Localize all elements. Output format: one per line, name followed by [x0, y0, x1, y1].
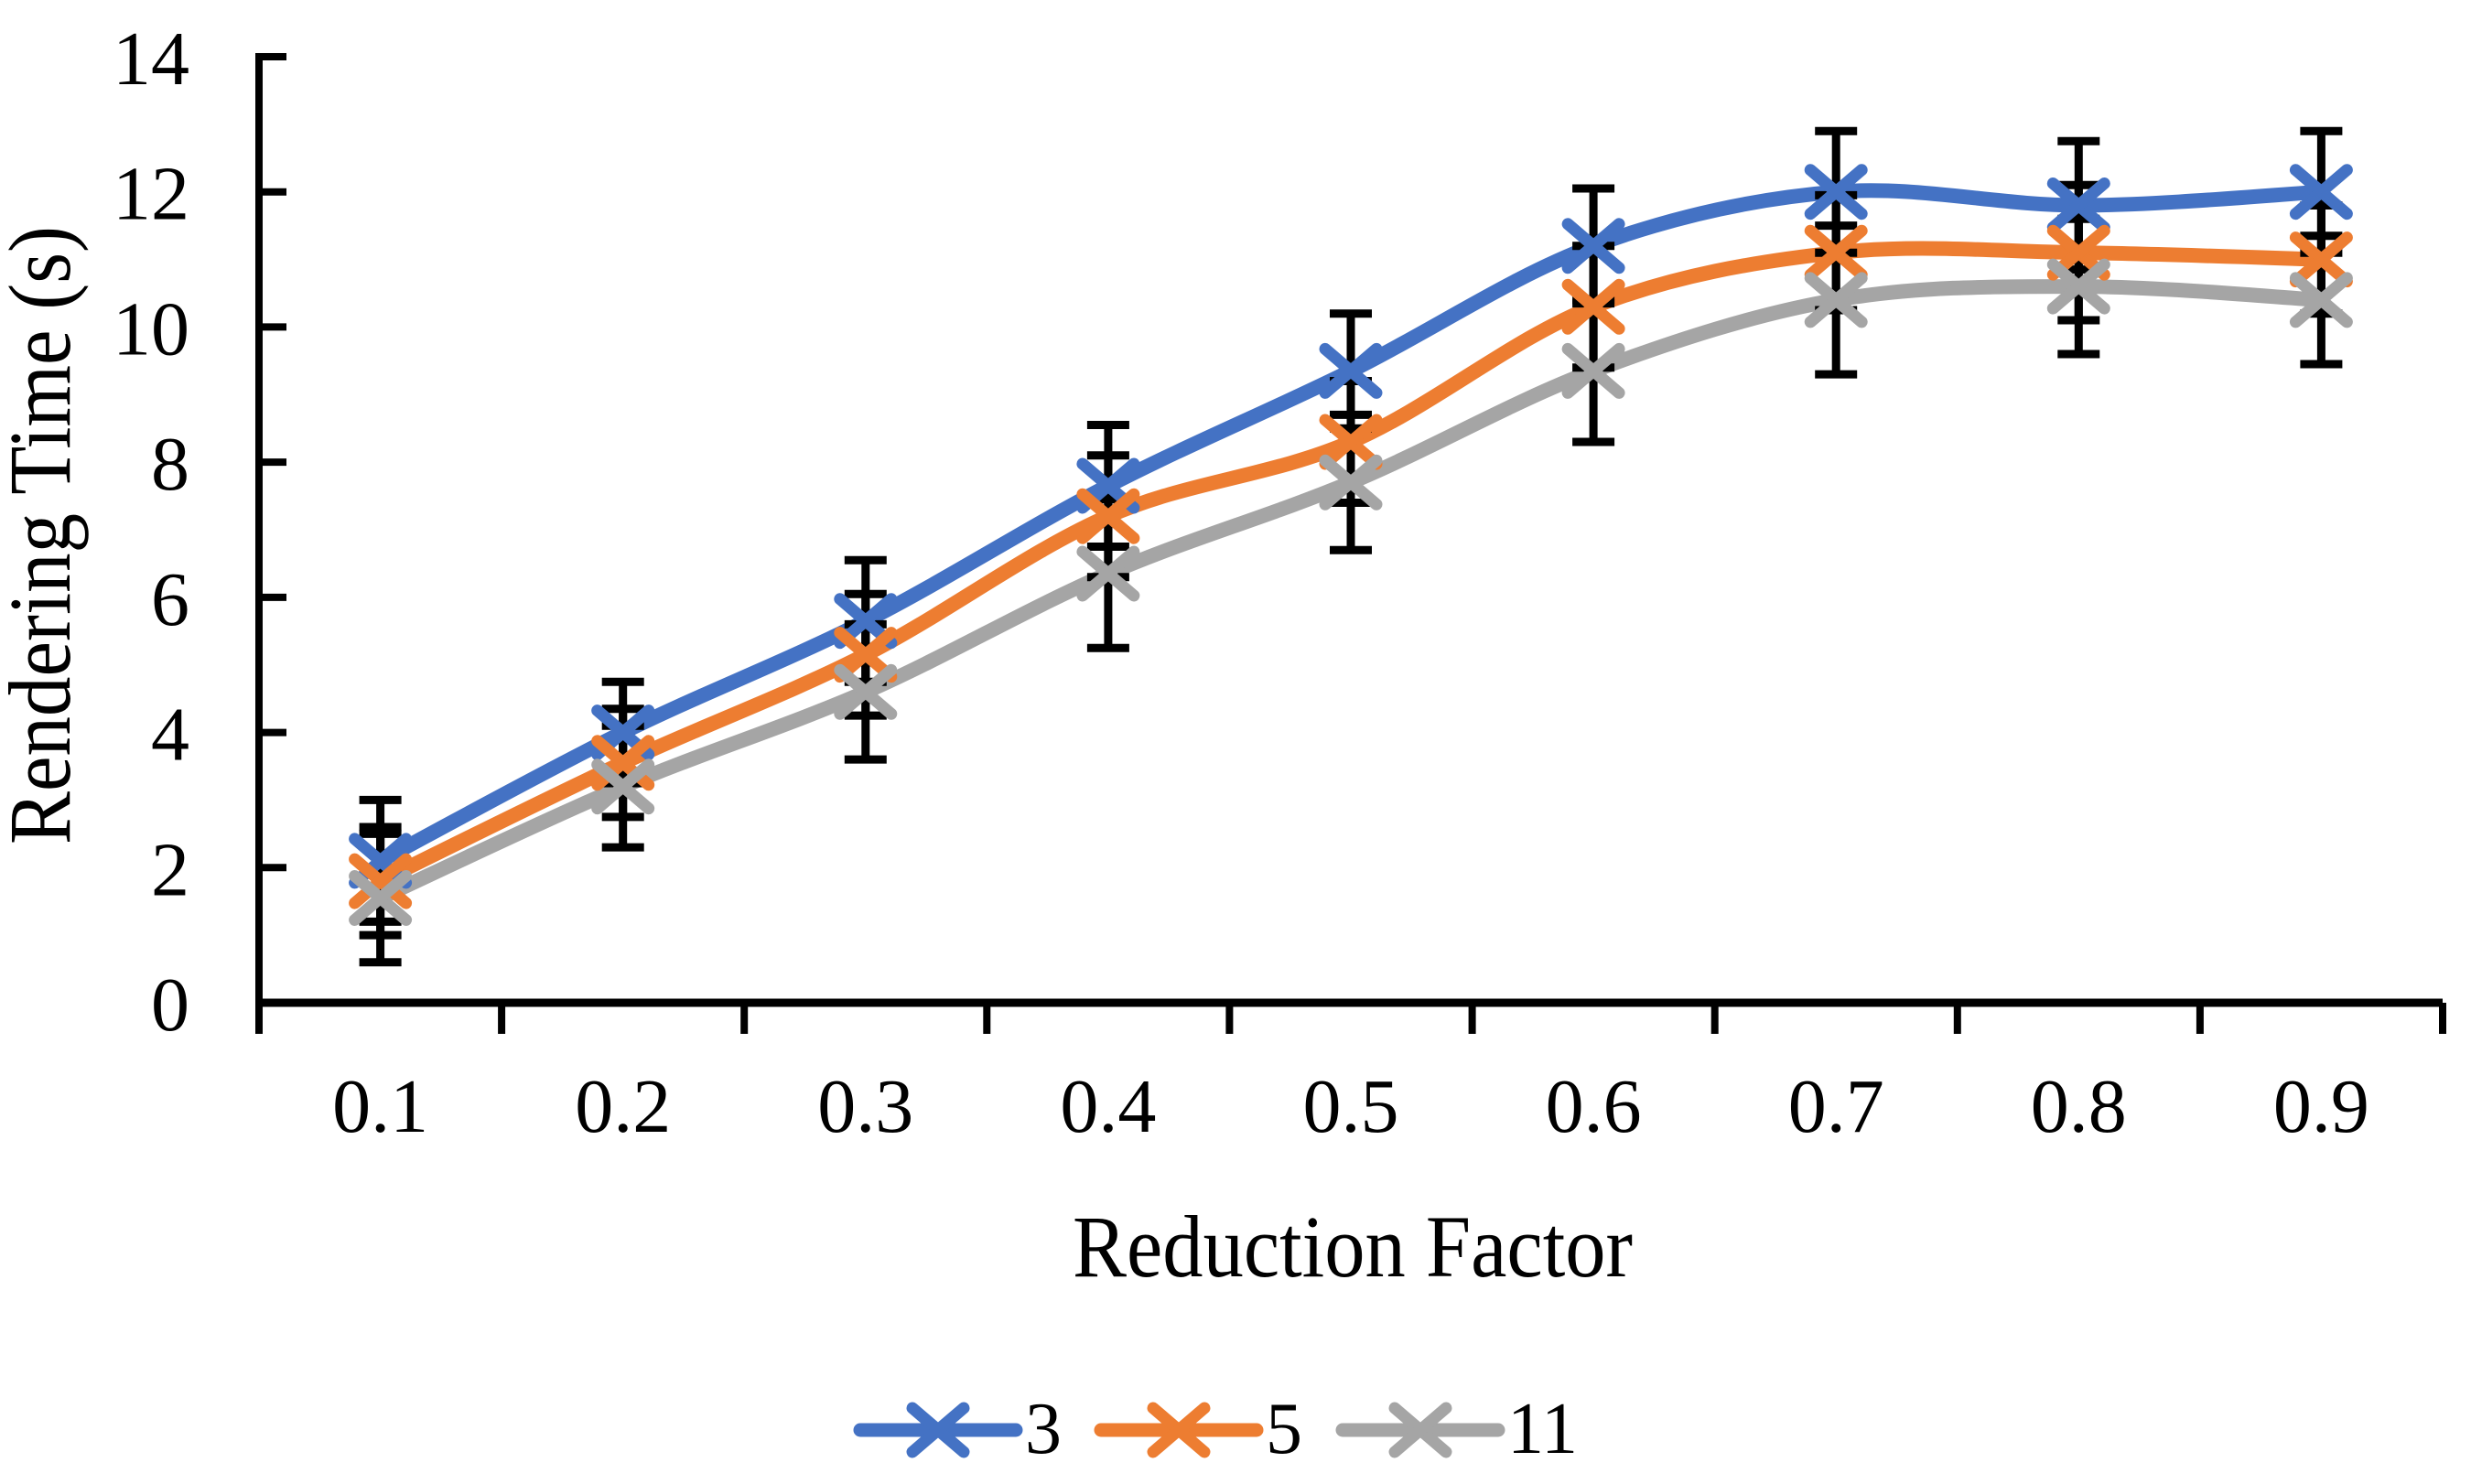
y-tick-label: 0 [151, 962, 189, 1048]
legend-item-3: 3 [853, 1389, 1062, 1469]
y-tick-label: 12 [113, 152, 189, 237]
legend-marker-x [1388, 1402, 1452, 1458]
y-tick-label: 6 [151, 557, 189, 642]
marker-x-11 [591, 758, 655, 815]
legend-item-5: 5 [1094, 1389, 1302, 1469]
legend-label: 3 [1025, 1389, 1062, 1469]
x-tick-label: 0.9 [2273, 1064, 2369, 1149]
x-tick-label: 0.5 [1303, 1064, 1399, 1149]
x-tick-label: 0.2 [575, 1064, 671, 1149]
marker-x-5 [834, 627, 898, 683]
marker-x-5 [349, 853, 413, 909]
y-tick-label: 10 [113, 286, 189, 371]
marker-x-5 [1561, 278, 1625, 335]
plot-area: 0 2 4 6 8 10 12 14 0.1 0.2 0.3 0.4 0.5 0.6 0.7 0.8 0.9 [113, 16, 2446, 1149]
x-tick-label: 0.6 [1546, 1064, 1642, 1149]
legend-item-11: 11 [1335, 1389, 1578, 1469]
y-tick-label: 14 [113, 16, 189, 102]
marker-x-11 [1561, 342, 1625, 399]
marker-x-11 [834, 663, 898, 720]
marker-x-11 [2046, 258, 2110, 315]
marker-x-5 [1319, 414, 1383, 470]
x-tick-label: 0.8 [2031, 1064, 2127, 1149]
x-tick-label: 0.7 [1788, 1064, 1884, 1149]
legend-marker-x [1147, 1402, 1211, 1458]
marker-x-3 [2289, 164, 2353, 220]
marker-x-11 [1319, 454, 1383, 511]
legend: 3 5 11 [853, 1389, 1578, 1469]
marker-x-5 [2289, 231, 2353, 288]
marker-x-5 [1076, 488, 1140, 544]
marker-x-3 [349, 833, 413, 889]
x-tick-label: 0.3 [817, 1064, 913, 1149]
marker-x-11 [1804, 272, 1868, 328]
marker-x-3 [1804, 164, 1868, 220]
marker-x-5 [1804, 224, 1868, 281]
legend-label: 5 [1266, 1389, 1302, 1469]
marker-x-3 [2046, 177, 2110, 233]
y-tick-label: 2 [151, 827, 189, 912]
marker-x-11 [1076, 545, 1140, 602]
x-tick-label: 0.1 [332, 1064, 428, 1149]
marker-x-3 [1319, 342, 1383, 399]
marker-x-3 [1561, 218, 1625, 274]
legend-marker-x [906, 1402, 970, 1458]
y-tick-label: 4 [151, 693, 189, 778]
legend-label: 11 [1507, 1389, 1578, 1469]
x-tick-label: 0.4 [1060, 1064, 1156, 1149]
x-axis-title: Reduction Factor [1073, 1198, 1633, 1296]
marker-x-11 [349, 870, 413, 926]
y-tick-label: 8 [151, 422, 189, 507]
marker-x-11 [2289, 272, 2353, 328]
y-axis-title: Rendering Time (s) [0, 226, 89, 844]
